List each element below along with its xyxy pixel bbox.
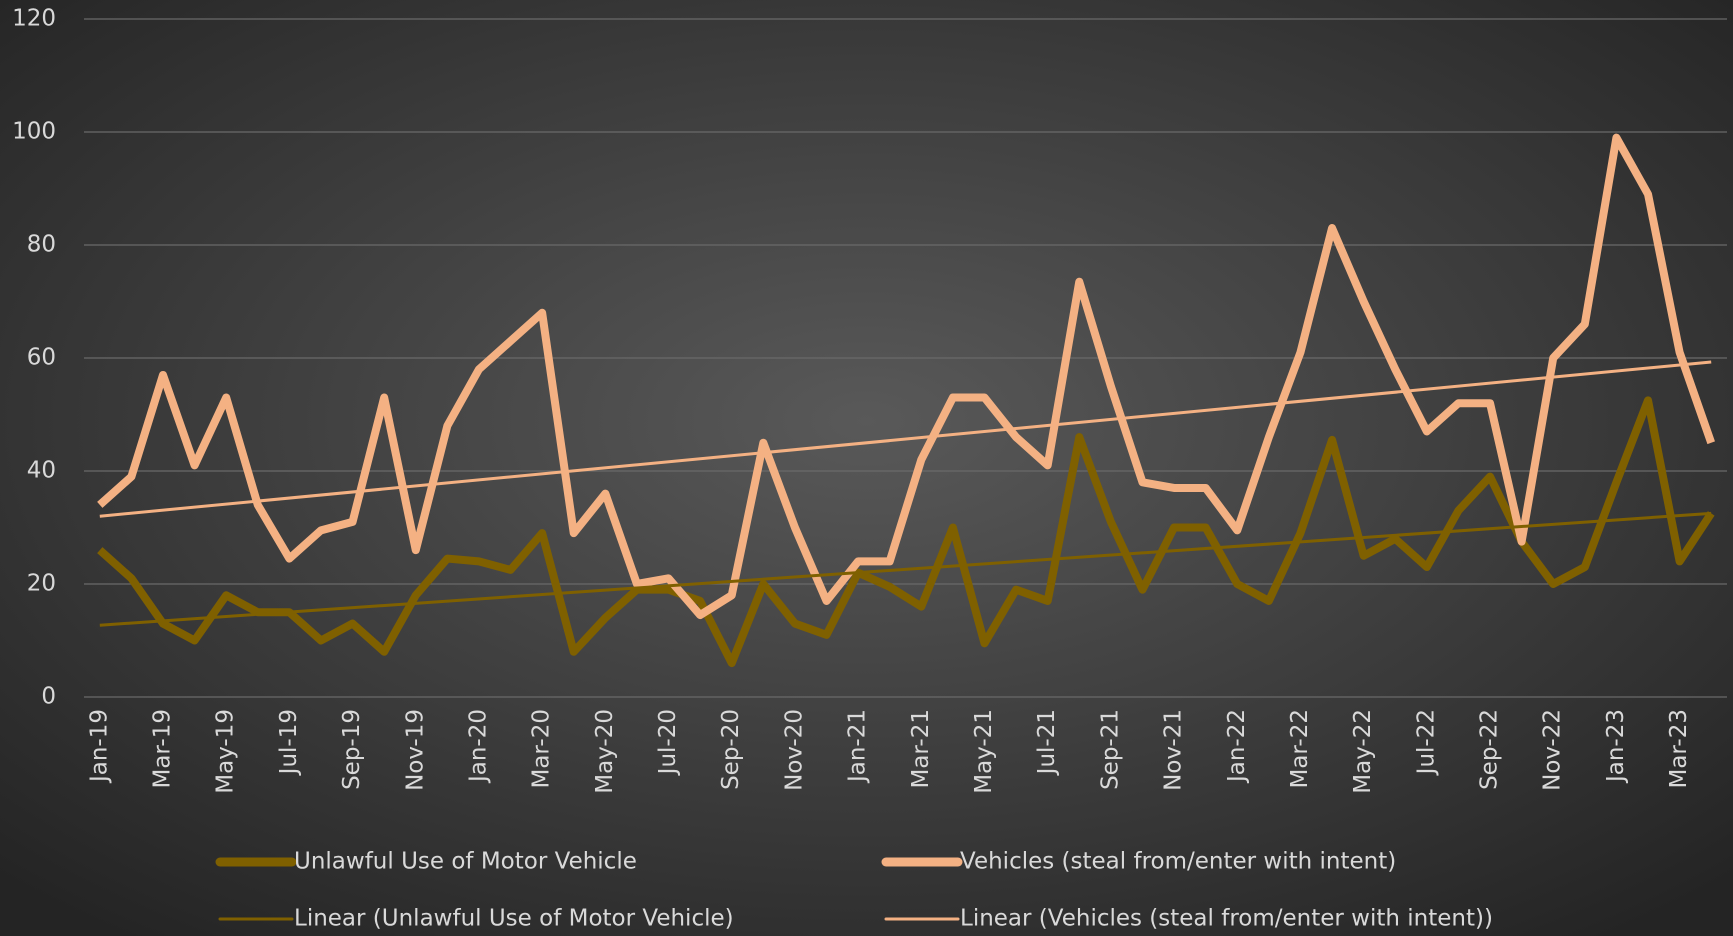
x-tick-label: Jul-21 [1034,709,1060,776]
x-tick-label: Mar-20 [529,709,555,789]
x-tick-label: Nov-20 [781,709,807,791]
y-tick-label: 80 [27,232,56,258]
legend-label: Vehicles (steal from/enter with intent) [960,849,1396,875]
x-tick-label: Mar-19 [149,709,175,789]
x-tick-label: Nov-19 [402,709,428,791]
x-tick-label: Jan-22 [1224,709,1250,784]
trend-line [99,511,1712,627]
data-line [97,396,1715,668]
y-tick-label: 60 [27,345,56,371]
x-tick-label: Sep-21 [1097,709,1123,790]
x-tick-label: Mar-22 [1287,709,1313,789]
data-line [97,133,1715,620]
x-tick-label: Jan-20 [465,709,491,784]
x-tick-label: Jan-21 [845,709,871,784]
x-tick-label: May-22 [1350,709,1376,794]
x-tick-label: Nov-22 [1540,709,1566,791]
x-tick-label: Nov-21 [1161,709,1187,791]
y-tick-label: 20 [27,571,56,597]
x-tick-label: Jan-23 [1603,709,1629,784]
y-tick-label: 40 [27,458,56,484]
x-tick-label: Jul-20 [655,709,681,776]
x-tick-label: Mar-23 [1666,709,1692,789]
x-tick-label: Sep-20 [718,709,744,790]
y-tick-label: 0 [41,684,56,710]
y-tick-label: 120 [12,6,56,32]
x-tick-label: May-19 [213,709,239,794]
x-tick-label: May-20 [592,709,618,794]
x-tick-label: Jul-19 [276,709,302,776]
x-tick-label: Jul-22 [1413,709,1439,776]
y-tick-label: 100 [12,119,56,145]
x-tick-label: Mar-21 [908,709,934,789]
trend-line [99,360,1712,518]
legend-label: Linear (Unlawful Use of Motor Vehicle) [294,906,734,932]
x-tick-label: May-21 [971,709,997,794]
x-tick-label: Jan-19 [86,709,112,784]
x-tick-label: Sep-19 [339,709,365,790]
x-tick-label: Sep-22 [1477,709,1503,790]
legend-label: Unlawful Use of Motor Vehicle [294,849,637,875]
legend-label: Linear (Vehicles (steal from/enter with … [960,906,1493,932]
